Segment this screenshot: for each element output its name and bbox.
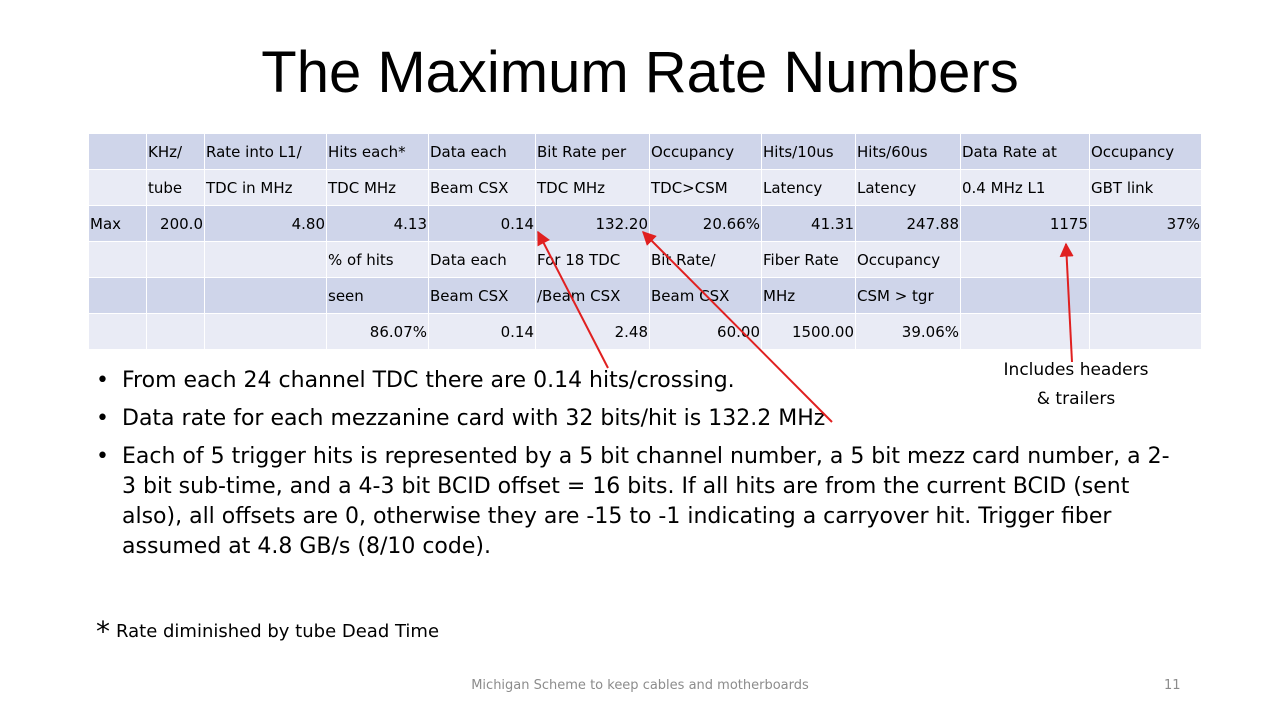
- table-cell: 86.07%: [326, 313, 429, 350]
- footnote: * Rate diminished by tube Dead Time: [96, 615, 439, 648]
- rate-table-body: KHz/Rate into L1/Hits each* Data each Bit …: [88, 133, 1202, 350]
- table-cell: 39.06%: [855, 313, 961, 350]
- table-cell: Max: [88, 205, 147, 242]
- table-row: Max 200.0 4.80 4.13 0.14 132.20 20.66% 41.31 247…: [88, 205, 1202, 242]
- table-cell: GBT link: [1089, 169, 1202, 206]
- table-row: KHz/Rate into L1/Hits each* Data each Bit …: [88, 133, 1202, 170]
- table-cell: Data Rate at: [960, 133, 1090, 170]
- table-row: seen Beam CSX/Beam CSX Beam CSX MHz CSM > tg…: [88, 277, 1202, 314]
- table-cell: [88, 169, 147, 206]
- slide-title: The Maximum Rate Numbers: [261, 40, 1019, 105]
- table-cell: TDC>CSM: [649, 169, 762, 206]
- table-cell: [146, 277, 205, 314]
- arrow-to-bit-rate: [642, 231, 833, 423]
- table-cell: tube: [146, 169, 205, 206]
- table-cell: seen: [326, 277, 429, 314]
- table-cell: Data each: [428, 241, 536, 278]
- table-cell: Latency: [761, 169, 856, 206]
- callout-note: Includes headers & trailers: [986, 356, 1166, 414]
- footnote-star: *: [96, 615, 110, 648]
- table-cell: 20.66%: [649, 205, 762, 242]
- callout-line-2: & trailers: [1036, 389, 1116, 409]
- table-cell: Occupancy: [649, 133, 762, 170]
- table-cell: 1175: [960, 205, 1090, 242]
- table-cell: 4.80: [204, 205, 327, 242]
- arrow-to-hits-each: [537, 230, 609, 369]
- table-cell: Hits each*: [326, 133, 429, 170]
- table-cell: [88, 133, 147, 170]
- footnote-text: Rate diminished by tube Dead Time: [116, 621, 440, 642]
- table-cell: 0.14: [428, 205, 536, 242]
- table-cell: Hits/60us: [855, 133, 961, 170]
- table-row: 86.07% 0.14 2.48 60.00 1500.00 39.06%: [88, 313, 1202, 350]
- table-row: % of hits Data each For 18 TDC Bit Rate/Fib…: [88, 241, 1202, 278]
- footer-text: Michigan Scheme to keep cables and mothe…: [471, 678, 809, 693]
- table-cell: Beam CSX: [428, 277, 536, 314]
- page-number: 11: [1164, 678, 1181, 693]
- table-cell: [204, 277, 327, 314]
- table-cell: 0.4 MHz L1: [960, 169, 1090, 206]
- bullet-text: From each 24 channel TDC there are 0.14 …: [122, 368, 735, 393]
- table-cell: 2.48: [535, 313, 650, 350]
- table-cell: 132.20: [535, 205, 650, 242]
- bullet-dot: •: [96, 406, 109, 431]
- arrow-to-data-rate: [1059, 242, 1074, 363]
- rate-table: KHz/Rate into L1/Hits each* Data each Bit …: [88, 133, 1202, 350]
- table-cell: [204, 241, 327, 278]
- table-cell: 41.31: [761, 205, 856, 242]
- table-cell: [88, 313, 147, 350]
- table-cell: Occupancy: [1089, 133, 1202, 170]
- table-cell: MHz: [761, 277, 856, 314]
- table-cell: [960, 313, 1090, 350]
- table-cell: [146, 313, 205, 350]
- table-cell: [88, 241, 147, 278]
- bullet-item: • From each 24 channel TDC there are 0.14…: [96, 366, 1176, 396]
- bullet-item: • Data rate for each mezzanine card with …: [96, 404, 1176, 434]
- table-cell: 1500.00: [761, 313, 856, 350]
- table-cell: CSM > tgr: [855, 277, 961, 314]
- table-cell: Fiber Rate: [761, 241, 856, 278]
- bullet-dot: •: [96, 444, 109, 469]
- table-cell: Data each: [428, 133, 536, 170]
- table-cell: 200.0: [146, 205, 205, 242]
- table-cell: TDC MHz: [326, 169, 429, 206]
- table-cell: [146, 241, 205, 278]
- table-cell: Latency: [855, 169, 961, 206]
- callout-line-1: Includes headers: [1003, 360, 1149, 380]
- table-cell: [1089, 313, 1202, 350]
- bullet-dot: •: [96, 368, 109, 393]
- table-cell: 37%: [1089, 205, 1202, 242]
- bullet-text: Data rate for each mezzanine card with 3…: [122, 406, 826, 431]
- table-cell: 0.14: [428, 313, 536, 350]
- table-cell: TDC in MHz: [204, 169, 327, 206]
- table-cell: [1089, 277, 1202, 314]
- bullet-list: • From each 24 channel TDC there are 0.14…: [96, 366, 1176, 570]
- table-cell: [204, 313, 327, 350]
- table-row: tube TDC in MHz TDC MHz Beam CSX TDC MHz TDC>…: [88, 169, 1202, 206]
- bullet-item: • Each of 5 trigger hits is represented b…: [96, 442, 1176, 562]
- table-cell: For 18 TDC: [535, 241, 650, 278]
- bullet-text: Each of 5 trigger hits is represented by…: [122, 444, 1170, 559]
- table-cell: [88, 277, 147, 314]
- table-cell: Occupancy: [855, 241, 961, 278]
- table-cell: TDC MHz: [535, 169, 650, 206]
- table-cell: Bit Rate per: [535, 133, 650, 170]
- table-cell: 4.13: [326, 205, 429, 242]
